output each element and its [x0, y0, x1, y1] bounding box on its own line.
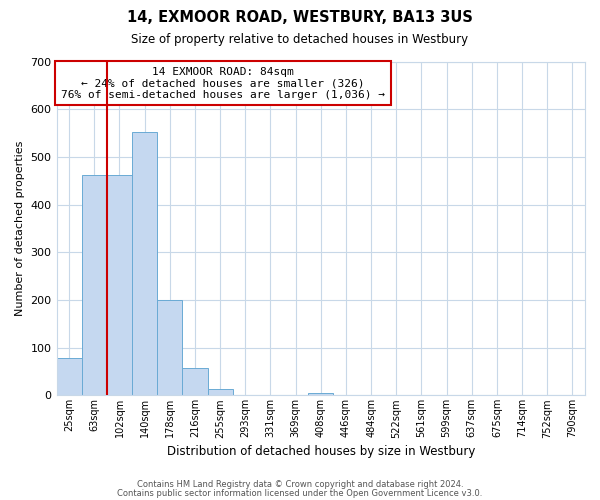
Bar	[82, 174, 107, 396]
Text: 14, EXMOOR ROAD, WESTBURY, BA13 3US: 14, EXMOOR ROAD, WESTBURY, BA13 3US	[127, 10, 473, 25]
X-axis label: Distribution of detached houses by size in Westbury: Distribution of detached houses by size …	[167, 444, 475, 458]
Text: 14 EXMOOR ROAD: 84sqm
← 24% of detached houses are smaller (326)
76% of semi-det: 14 EXMOOR ROAD: 84sqm ← 24% of detached …	[61, 66, 385, 100]
Bar	[208, 388, 233, 396]
Bar	[132, 132, 157, 396]
Bar	[56, 358, 82, 396]
Bar	[157, 300, 182, 396]
Text: Size of property relative to detached houses in Westbury: Size of property relative to detached ho…	[131, 32, 469, 46]
Bar	[107, 174, 132, 396]
Bar	[182, 368, 208, 396]
Text: Contains public sector information licensed under the Open Government Licence v3: Contains public sector information licen…	[118, 488, 482, 498]
Bar	[308, 393, 334, 396]
Text: Contains HM Land Registry data © Crown copyright and database right 2024.: Contains HM Land Registry data © Crown c…	[137, 480, 463, 489]
Y-axis label: Number of detached properties: Number of detached properties	[15, 140, 25, 316]
